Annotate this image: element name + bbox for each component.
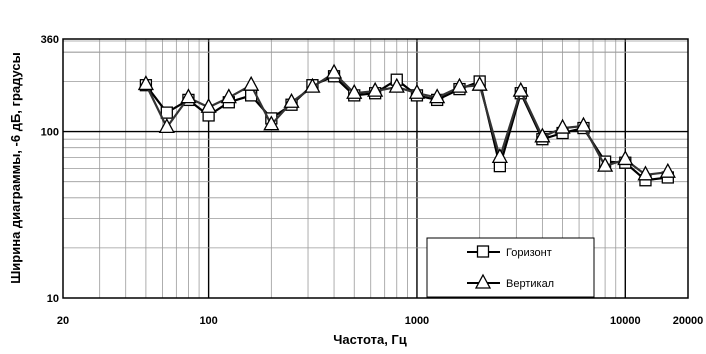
series-vertical xyxy=(137,63,676,181)
data-point-triangle xyxy=(367,81,384,97)
data-point-triangle xyxy=(512,81,529,97)
data-point-triangle xyxy=(429,88,446,104)
x-tick-label: 20000 xyxy=(673,315,704,327)
data-point-triangle xyxy=(534,127,551,143)
plot-frame xyxy=(62,38,689,299)
legend-box xyxy=(426,237,595,298)
data-point-triangle xyxy=(617,150,634,166)
data-point-triangle xyxy=(659,162,676,178)
y-tick-label: 10 xyxy=(47,293,59,305)
data-point-triangle xyxy=(346,83,363,99)
data-point-triangle xyxy=(200,97,217,113)
data-point-triangle xyxy=(283,92,300,108)
series-layer xyxy=(137,63,676,187)
data-point-triangle xyxy=(637,165,654,181)
x-axis-title: Частота, Гц xyxy=(333,332,407,347)
data-point-square xyxy=(160,106,173,119)
y-tick-label: 360 xyxy=(41,34,59,46)
y-axis-title: Ширина диаграммы, -6 дБ, градусы xyxy=(8,52,23,284)
tick-labels: 20 100 1000 10000 20000 10 100 360 xyxy=(41,34,704,327)
legend-label-vertical: Вертикал xyxy=(506,278,554,290)
data-point-triangle xyxy=(554,118,571,134)
y-tick-label: 100 xyxy=(41,127,59,139)
data-point-triangle xyxy=(243,75,260,91)
data-point-triangle xyxy=(304,77,321,93)
data-point-triangle xyxy=(471,75,488,91)
data-point-triangle xyxy=(597,156,614,172)
data-point-triangle xyxy=(220,88,237,104)
x-tick-label: 20 xyxy=(57,315,69,327)
data-point-triangle xyxy=(575,116,592,132)
data-point-triangle xyxy=(180,88,197,104)
legend-square-marker xyxy=(476,245,490,258)
x-tick-label: 1000 xyxy=(405,315,429,327)
data-point-triangle xyxy=(491,147,508,164)
data-point-triangle xyxy=(388,77,405,93)
legend-label-horizontal: Горизонт xyxy=(506,247,552,259)
legend: Горизонт Вертикал xyxy=(426,237,595,298)
data-point-triangle xyxy=(158,117,175,134)
data-point-triangle xyxy=(263,115,280,131)
x-tick-label: 100 xyxy=(199,315,217,327)
legend-triangle-marker xyxy=(474,273,492,289)
x-tick-label: 10000 xyxy=(610,315,641,327)
data-point-triangle xyxy=(325,63,343,79)
data-point-triangle xyxy=(137,75,154,91)
data-point-triangle xyxy=(451,77,468,93)
data-point-triangle xyxy=(408,83,426,99)
